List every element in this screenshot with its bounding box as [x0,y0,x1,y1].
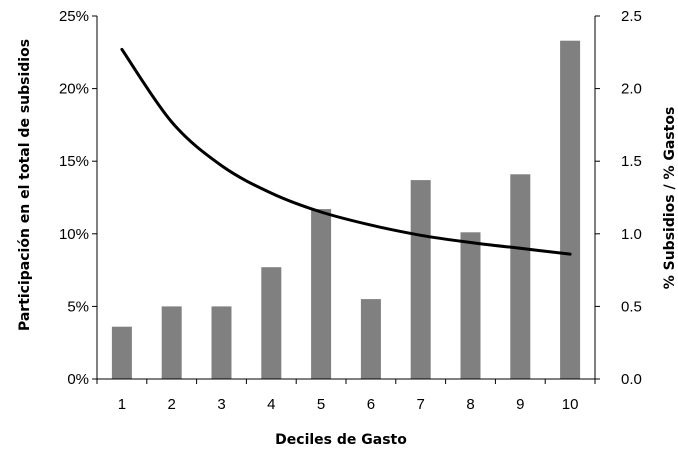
x-tick-label: 5 [317,396,325,413]
bar-decile-4 [261,267,282,379]
x-tick-label: 10 [562,396,579,413]
bar-decile-3 [211,306,232,379]
left-tick-label: 25% [59,8,89,25]
bar-decile-2 [161,306,182,379]
x-tick-label: 9 [516,396,524,413]
left-tick-label: 20% [59,81,89,98]
x-tick-label: 1 [118,396,126,413]
left-tick-label: 15% [59,153,89,170]
left-tick-label: 10% [59,226,89,243]
bars-layer [111,40,581,379]
right-tick-label: 0.5 [621,298,642,315]
x-tick-label: 6 [367,396,375,413]
x-tick-label: 8 [466,396,474,413]
x-tick-label: 3 [217,396,225,413]
right-ticks: 0.0 0.5 1.0 1.5 2.0 2.5 [595,8,642,388]
bar-decile-6 [360,299,381,379]
left-tick-label: 0% [67,371,89,388]
ratio-curve [120,47,572,256]
x-tick-label: 7 [417,396,425,413]
x-tick-label: 4 [267,396,275,413]
left-axis-title: Participación en el total de subsidios [17,39,33,331]
bar-decile-1 [111,326,132,379]
left-ticks: 0% 5% 10% 15% 20% 25% [59,8,97,388]
left-tick-label: 5% [67,298,89,315]
x-tick-label: 2 [168,396,176,413]
right-tick-label: 0.0 [621,371,642,388]
right-tick-label: 2.5 [621,8,642,25]
right-tick-label: 1.5 [621,153,642,170]
right-axis-title: % Subsidios / % Gastos [662,107,678,290]
right-tick-label: 2.0 [621,81,642,98]
x-ticks: 1 2 3 4 5 6 7 8 9 10 [96,379,596,413]
bar-decile-7 [410,180,431,379]
bar-decile-9 [510,174,531,379]
bar-decile-10 [560,40,581,379]
right-tick-label: 1.0 [621,226,642,243]
x-axis-title: Deciles de Gasto [275,432,407,448]
bar-decile-5 [311,209,332,379]
bar-decile-8 [460,232,481,379]
